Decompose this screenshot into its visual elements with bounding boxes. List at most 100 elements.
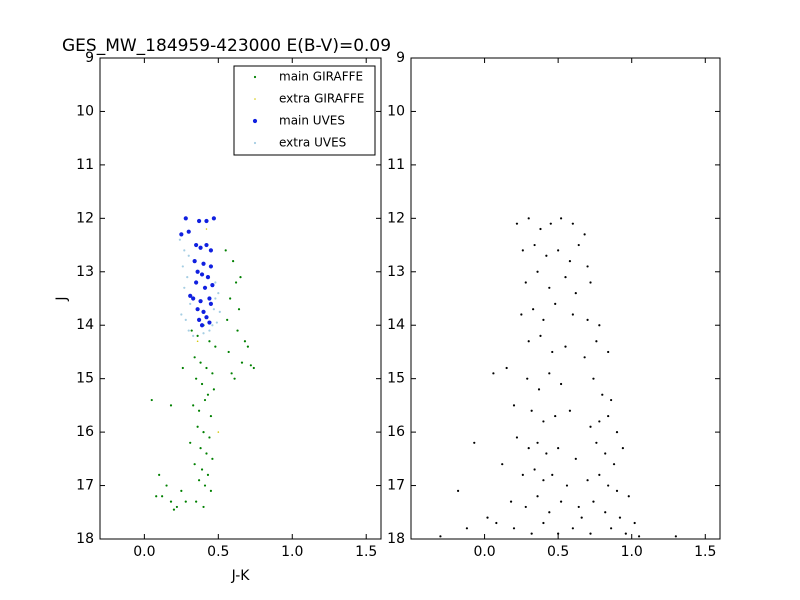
legend: main GIRAFFE extra GIRAFFE main UVES extra … <box>233 65 376 156</box>
point <box>184 500 187 503</box>
point <box>205 275 211 280</box>
point <box>515 436 519 439</box>
point <box>205 452 208 455</box>
point <box>607 414 610 418</box>
point <box>224 249 227 252</box>
point <box>209 414 213 418</box>
point <box>527 217 530 220</box>
y-tick-label: 18 <box>76 531 94 547</box>
point <box>239 276 242 279</box>
point <box>199 323 205 328</box>
point <box>192 404 195 407</box>
point <box>612 463 616 466</box>
point <box>580 516 583 519</box>
point <box>586 318 589 321</box>
point <box>194 280 199 285</box>
point <box>165 484 168 487</box>
point <box>207 320 212 325</box>
axes-frame <box>410 57 721 540</box>
point <box>195 377 198 380</box>
point <box>203 484 207 487</box>
point <box>215 321 218 324</box>
point <box>565 484 569 487</box>
point <box>200 382 204 386</box>
y-tick-label: 11 <box>76 157 94 173</box>
point <box>199 447 202 450</box>
point <box>601 393 604 396</box>
point <box>527 447 530 450</box>
point <box>633 521 636 525</box>
point <box>226 318 229 321</box>
point <box>589 425 592 428</box>
point <box>204 315 209 320</box>
point <box>240 361 244 364</box>
point <box>530 532 533 535</box>
point <box>200 468 204 471</box>
point <box>607 484 610 487</box>
point <box>209 489 213 492</box>
legend-label: main UVES <box>279 114 345 128</box>
point <box>589 281 592 284</box>
legend-marker <box>252 118 258 124</box>
point <box>202 431 205 434</box>
point <box>539 227 542 231</box>
point <box>243 340 247 343</box>
point <box>545 254 548 257</box>
point <box>495 521 498 525</box>
point <box>232 259 235 263</box>
point <box>586 479 589 482</box>
point <box>191 296 196 301</box>
point <box>202 505 205 509</box>
y-tick-label: 10 <box>387 103 405 119</box>
point <box>515 222 519 225</box>
point <box>486 516 489 519</box>
point <box>196 425 199 428</box>
point <box>512 404 516 407</box>
point <box>214 297 217 300</box>
point <box>592 377 595 380</box>
point <box>196 218 202 224</box>
point <box>207 296 212 301</box>
point <box>211 216 216 221</box>
point <box>181 265 184 268</box>
y-tick-label: 16 <box>76 424 94 440</box>
point <box>618 516 622 519</box>
point <box>197 409 201 412</box>
point <box>548 286 551 289</box>
y-tick-label: 13 <box>76 264 94 280</box>
point <box>583 356 586 359</box>
point <box>532 308 535 311</box>
point <box>210 283 215 288</box>
point <box>624 532 627 535</box>
point <box>197 479 201 482</box>
y-tick-label: 11 <box>387 157 405 173</box>
point <box>598 420 601 423</box>
point <box>199 272 205 277</box>
point <box>548 372 551 375</box>
point <box>184 318 187 321</box>
x-tick-label: 1.0 <box>621 544 643 560</box>
point <box>549 222 552 225</box>
point <box>211 324 214 327</box>
point <box>533 243 536 247</box>
point <box>186 229 191 234</box>
point <box>554 302 557 305</box>
point <box>196 334 199 338</box>
y-tick-label: 18 <box>387 531 405 547</box>
point <box>172 508 176 511</box>
point <box>545 452 548 455</box>
y-tick-label: 17 <box>387 478 405 494</box>
point <box>208 329 211 332</box>
point <box>180 489 183 492</box>
point <box>577 505 580 509</box>
point <box>183 249 186 252</box>
point <box>194 242 199 248</box>
point <box>542 479 545 482</box>
point <box>206 393 210 396</box>
point <box>233 377 236 380</box>
point <box>236 329 239 332</box>
point <box>205 228 208 230</box>
point <box>577 243 580 247</box>
point <box>249 364 252 367</box>
point <box>212 308 215 311</box>
